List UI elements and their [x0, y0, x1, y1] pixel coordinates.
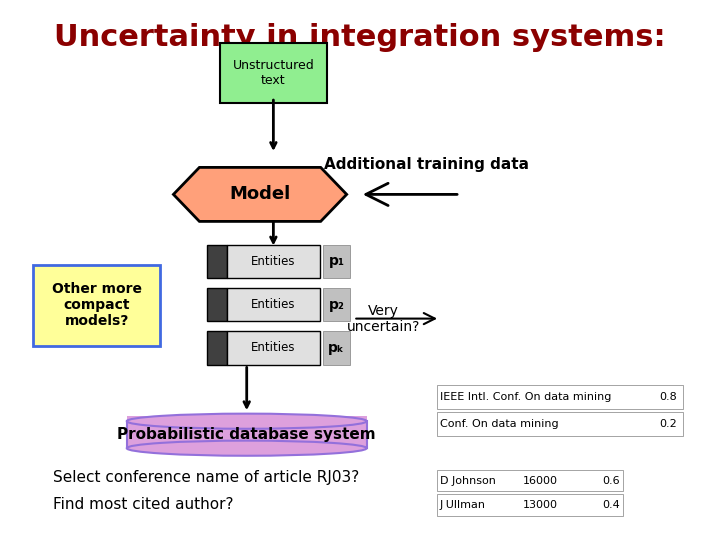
FancyBboxPatch shape: [220, 43, 327, 103]
Text: Additional training data: Additional training data: [324, 157, 529, 172]
FancyBboxPatch shape: [323, 288, 350, 321]
FancyBboxPatch shape: [33, 265, 160, 346]
Polygon shape: [174, 167, 346, 221]
Text: 0.4: 0.4: [602, 500, 620, 510]
Text: D Johnson: D Johnson: [440, 476, 496, 485]
FancyBboxPatch shape: [436, 494, 624, 516]
Text: 13000: 13000: [523, 500, 558, 510]
Text: Find most cited author?: Find most cited author?: [53, 497, 234, 512]
Text: 0.6: 0.6: [602, 476, 620, 485]
Text: Select conference name of article RJ03?: Select conference name of article RJ03?: [53, 470, 360, 485]
Text: p₁: p₁: [328, 254, 345, 268]
FancyBboxPatch shape: [436, 385, 683, 409]
FancyBboxPatch shape: [207, 331, 227, 364]
Ellipse shape: [127, 414, 366, 429]
Text: p₂: p₂: [329, 298, 345, 312]
FancyArrowPatch shape: [366, 183, 457, 206]
FancyBboxPatch shape: [323, 245, 350, 278]
Text: Other more
compact
models?: Other more compact models?: [52, 282, 142, 328]
Text: Unstructured
text: Unstructured text: [233, 59, 314, 87]
FancyBboxPatch shape: [227, 331, 320, 364]
FancyBboxPatch shape: [436, 470, 624, 491]
Text: Model: Model: [230, 185, 291, 204]
FancyBboxPatch shape: [227, 288, 320, 321]
Text: 16000: 16000: [523, 476, 558, 485]
Text: J Ullman: J Ullman: [440, 500, 486, 510]
Text: Conf. On data mining: Conf. On data mining: [440, 419, 559, 429]
FancyBboxPatch shape: [227, 245, 320, 278]
FancyBboxPatch shape: [207, 288, 227, 321]
Text: Entities: Entities: [251, 255, 296, 268]
Text: IEEE Intl. Conf. On data mining: IEEE Intl. Conf. On data mining: [440, 392, 611, 402]
Ellipse shape: [127, 441, 366, 456]
Text: Uncertainty in integration systems:: Uncertainty in integration systems:: [54, 23, 666, 52]
FancyBboxPatch shape: [323, 331, 350, 364]
Text: Entities: Entities: [251, 341, 296, 354]
Text: 0.8: 0.8: [659, 392, 677, 402]
Text: Very
uncertain?: Very uncertain?: [346, 303, 420, 334]
Text: pₖ: pₖ: [328, 341, 345, 355]
FancyBboxPatch shape: [207, 245, 227, 278]
Text: Entities: Entities: [251, 298, 296, 311]
Text: 0.2: 0.2: [659, 419, 677, 429]
Text: Probabilistic database system: Probabilistic database system: [117, 427, 376, 442]
FancyBboxPatch shape: [436, 412, 683, 436]
FancyBboxPatch shape: [127, 416, 366, 448]
